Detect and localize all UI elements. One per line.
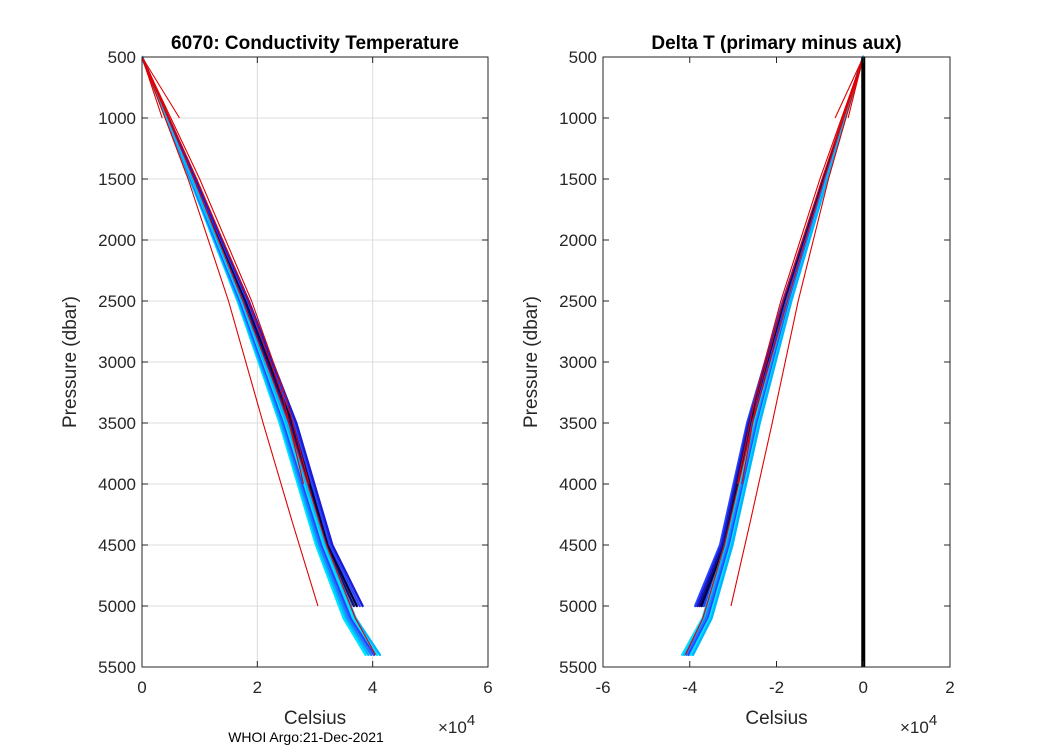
y-tick-label: 1000 [98,109,136,128]
chart-title: 6070: Conductivity Temperature [171,33,459,54]
x-tick-label: 2 [253,678,262,697]
y-tick-label: 3000 [98,353,136,372]
x-tick-label: -4 [682,678,697,697]
x-axis-exponent-base: ×10 [438,718,467,737]
x-tick-label: -2 [769,678,784,697]
y-tick-label: 1500 [98,170,136,189]
x-axis-label: Celsius [284,708,346,729]
y-axis-label: Pressure (dbar) [521,296,542,428]
x-axis-exponent: ×104 [438,712,475,737]
profile-line-profiles-to-5400-5 [691,55,865,656]
y-tick-label: 5500 [98,658,136,677]
x-axis-label: Celsius [745,708,807,729]
y-tick-label: 1000 [559,109,597,128]
y-tick-label: 3500 [98,414,136,433]
y-tick-label: 5000 [98,597,136,616]
x-tick-label: 0 [859,678,868,697]
y-tick-label: 5500 [559,658,597,677]
profile-line-profiles-to-5000-5 [142,55,364,608]
y-axis-label: Pressure (dbar) [60,296,81,428]
y-tick-label: 3500 [559,414,597,433]
y-tick-label: 4000 [559,475,597,494]
plot-area [681,55,865,656]
conductivity-temperature-panel: 500 1000 1500 2000 2500 3000 3500 4000 4500 5000 5… [60,33,493,737]
x-tick-label: -6 [595,678,610,697]
y-tick-label: 4000 [98,475,136,494]
plot-area [142,55,382,656]
x-axis-exponent-base: ×10 [900,718,929,737]
x-tick-label: 4 [368,678,377,697]
profile-line-outlier-6 [142,56,376,656]
x-tick-label: 0 [137,678,146,697]
x-axis-exponent-power: 4 [929,712,937,729]
y-tick-label: 500 [569,48,597,67]
y-tick-label: 500 [108,48,136,67]
footer-caption: WHOI Argo:21-Dec-2021 [228,729,384,745]
y-tick-label: 4500 [98,536,136,555]
y-tick-label: 2000 [559,231,597,250]
chart-title: Delta T (primary minus aux) [651,33,901,54]
x-axis-exponent-power: 4 [467,712,475,729]
profile-line-outlier-3 [142,56,310,485]
y-tick-label: 2000 [98,231,136,250]
profile-line-outlier-6 [684,56,864,656]
y-tick-label: 4500 [559,536,597,555]
y-tick-label: 2500 [559,292,597,311]
y-tick-label: 3000 [559,353,597,372]
profile-line-outlier-5 [730,56,864,607]
x-axis-exponent: ×104 [900,712,937,737]
x-tick-label: 6 [483,678,492,697]
profile-line-outlier-5 [142,56,319,607]
profile-line-outlier-1 [834,56,864,119]
profile-line-outlier-1 [142,56,180,119]
delta-t-panel: 500 1000 1500 2000 2500 3000 3500 4000 4500 5000 5… [521,33,955,737]
profile-line-outlier-3 [736,56,864,485]
y-tick-label: 1500 [559,170,597,189]
y-tick-label: 2500 [98,292,136,311]
y-tick-label: 5000 [559,597,597,616]
x-tick-label: 2 [945,678,954,697]
